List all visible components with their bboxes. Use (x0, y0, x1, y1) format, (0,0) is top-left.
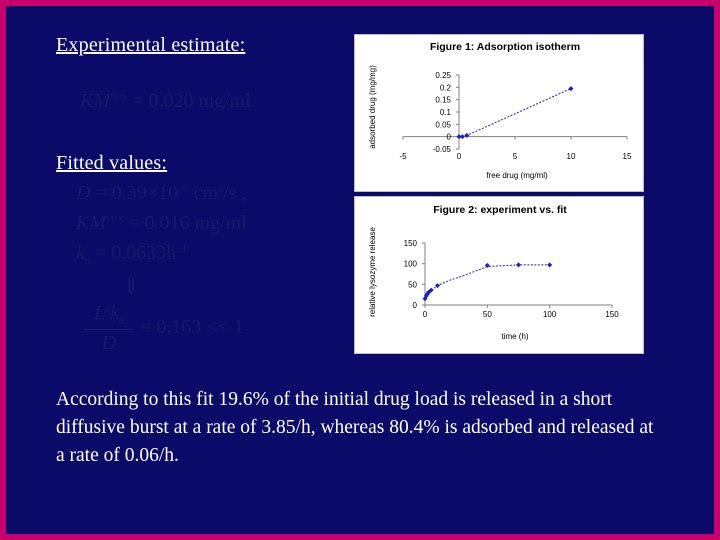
figure-2-data-point (434, 283, 440, 289)
figure-1-x-tick-label: -5 (399, 152, 407, 161)
figure-2-x-tick-label: 150 (605, 310, 619, 319)
figure-1-xlabel: free drug (mg/ml) (486, 171, 548, 180)
figure-2-chart: Figure 2: experiment vs. fit relative ly… (368, 204, 619, 341)
ratio-d-symbol: D (101, 332, 117, 354)
figure-1-y-tick-label: 0.05 (435, 120, 451, 129)
figure-1-data-point (456, 134, 462, 140)
ratio-value: = 0.163 << 1 (140, 316, 244, 338)
figure-1-x-tick-label: 5 (513, 152, 518, 161)
km-max-estimate: KMmax = 0.020 mg/ml (80, 90, 251, 113)
ratio-k-subscript: d (119, 316, 124, 327)
km-estimate-value: = 0.020 mg/ml (127, 90, 251, 112)
conclusion-text: According to this fit 19.6% of the initi… (56, 389, 654, 466)
kd-exponent: −1 (176, 243, 187, 255)
figure-2-y-tick-label: 100 (404, 260, 418, 269)
figure-2-ylabel: relative lysozyme release (368, 227, 377, 317)
d-exponent: −6 (178, 183, 189, 195)
fitted-km-max: KMmax = 0.016 mg/ml (76, 212, 247, 235)
figure-1-y-tick-label: 0.25 (435, 71, 451, 80)
ratio-fraction-bar (84, 329, 134, 330)
figure-1-y-tick-label: 0.15 (435, 96, 451, 105)
ratio-l-symbol: L (93, 302, 106, 324)
figure-2-panel: Figure 2: experiment vs. fit relative ly… (354, 196, 644, 354)
kd-subscript: d (84, 256, 90, 267)
figure-2-title: Figure 2: experiment vs. fit (433, 204, 567, 216)
implies-arrow: ⇓ (122, 274, 141, 299)
figure-1-data-point (464, 132, 470, 138)
km-symbol: KM (80, 90, 110, 112)
km-max-superscript: max (110, 91, 128, 103)
figure-2-xlabel: time (h) (501, 332, 528, 341)
heading-experimental-estimate: Experimental estimate: (56, 34, 246, 56)
figure-1-title: Figure 1: Adsorption isotherm (430, 41, 580, 53)
d-value: = 0.39×10 (90, 182, 179, 204)
figure-1-y-tick-label: 0.1 (440, 108, 452, 117)
figure-1-x-tick-label: 10 (567, 152, 576, 161)
kd-symbol: k (76, 242, 85, 264)
figure-1-chart: Figure 1: Adsorption isotherm adsorbed d… (368, 41, 632, 180)
d-symbol: D (76, 182, 91, 204)
figure-2-fit-line (424, 264, 550, 299)
fitted-km-max-superscript: max (106, 213, 124, 225)
d-unit: cm (188, 182, 219, 204)
figure-2-y-tick-label: 0 (413, 301, 418, 310)
fitted-km-value: = 0.016 mg/ml (123, 212, 247, 234)
d-unit-tail: /s , (223, 182, 247, 204)
figure-1-y-tick-label: 0.2 (440, 83, 452, 92)
figure-2-data-point (516, 262, 521, 268)
kd-value: = 0.0633h (89, 242, 177, 264)
figure-1-x-tick-label: 15 (623, 152, 632, 161)
figure-1-panel: Figure 1: Adsorption isotherm adsorbed d… (354, 34, 644, 192)
figure-2-x-tick-label: 100 (543, 310, 557, 319)
figure-1-x-tick-label: 0 (457, 152, 462, 161)
ratio-numerator: L2kd (82, 302, 136, 327)
ratio-l-exponent: 2 (105, 303, 111, 315)
fitted-kd: kd = 0.0633h−1 (76, 242, 187, 267)
figure-1-y-tick-label: 0 (447, 133, 452, 142)
figure-2-data-point (422, 296, 428, 302)
figure-1-ylabel: adsorbed drug (mg/mg) (368, 65, 377, 149)
figure-1-series-line (459, 88, 572, 138)
figure-1-y-tick-label: -0.05 (433, 145, 452, 154)
figure-1-data-point (568, 86, 574, 92)
heading-fitted-values: Fitted values: (56, 152, 168, 174)
figure-2-x-tick-label: 0 (423, 310, 428, 319)
figure-2-y-tick-label: 150 (404, 239, 418, 248)
ratio-k-symbol: k (110, 302, 119, 324)
figure-2-y-tick-label: 50 (408, 280, 417, 289)
figure-2-data-point (428, 287, 434, 293)
d-unit-exponent: 2 (218, 183, 224, 195)
figure-1-data-point (459, 134, 465, 140)
fitted-diffusion-coefficient: D = 0.39×10−6 cm2/s , (76, 182, 246, 205)
fitted-km-symbol: KM (76, 212, 106, 234)
ratio-denominator: D (82, 332, 136, 355)
figure-2-data-point (484, 262, 490, 268)
figure-2-x-tick-label: 50 (483, 310, 492, 319)
figure-2-data-point (424, 291, 430, 297)
figure-2-data-point (547, 262, 553, 268)
